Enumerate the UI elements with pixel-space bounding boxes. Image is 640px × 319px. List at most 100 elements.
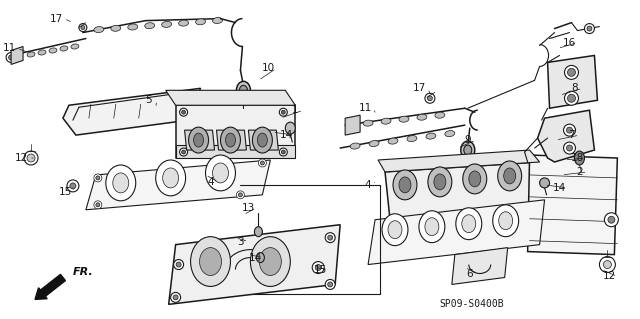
Text: 4: 4 bbox=[207, 177, 214, 187]
Ellipse shape bbox=[49, 48, 57, 53]
Ellipse shape bbox=[282, 110, 285, 114]
Ellipse shape bbox=[260, 161, 264, 165]
Ellipse shape bbox=[504, 168, 516, 184]
Ellipse shape bbox=[435, 112, 445, 118]
Ellipse shape bbox=[566, 145, 573, 151]
Ellipse shape bbox=[428, 167, 452, 197]
Ellipse shape bbox=[173, 295, 178, 300]
Text: 6: 6 bbox=[467, 269, 473, 278]
Ellipse shape bbox=[575, 151, 584, 165]
Ellipse shape bbox=[363, 120, 373, 126]
Ellipse shape bbox=[179, 20, 189, 26]
Ellipse shape bbox=[568, 94, 575, 102]
Ellipse shape bbox=[464, 145, 472, 155]
Ellipse shape bbox=[236, 191, 244, 199]
Ellipse shape bbox=[279, 148, 287, 156]
FancyArrow shape bbox=[35, 274, 65, 300]
Ellipse shape bbox=[239, 193, 243, 197]
Ellipse shape bbox=[173, 260, 184, 270]
Ellipse shape bbox=[608, 216, 615, 223]
Text: 3: 3 bbox=[237, 237, 244, 247]
Ellipse shape bbox=[587, 26, 592, 31]
Ellipse shape bbox=[6, 52, 16, 63]
Ellipse shape bbox=[426, 133, 436, 139]
Polygon shape bbox=[63, 88, 200, 135]
Ellipse shape bbox=[60, 46, 68, 51]
Polygon shape bbox=[538, 110, 595, 162]
Ellipse shape bbox=[428, 96, 433, 101]
Polygon shape bbox=[169, 225, 340, 304]
Ellipse shape bbox=[388, 221, 402, 239]
Ellipse shape bbox=[285, 122, 295, 134]
Ellipse shape bbox=[171, 293, 180, 302]
Ellipse shape bbox=[259, 159, 266, 167]
Ellipse shape bbox=[604, 261, 611, 269]
Ellipse shape bbox=[369, 141, 379, 147]
Ellipse shape bbox=[163, 168, 179, 188]
Ellipse shape bbox=[425, 218, 439, 236]
Ellipse shape bbox=[328, 282, 333, 287]
Ellipse shape bbox=[564, 142, 575, 154]
Text: 2: 2 bbox=[576, 167, 583, 177]
Ellipse shape bbox=[176, 262, 181, 267]
Ellipse shape bbox=[388, 138, 398, 144]
Ellipse shape bbox=[604, 213, 618, 227]
Ellipse shape bbox=[316, 264, 321, 271]
Ellipse shape bbox=[111, 25, 121, 31]
Polygon shape bbox=[175, 105, 295, 158]
Ellipse shape bbox=[498, 161, 522, 191]
Text: 4: 4 bbox=[365, 180, 371, 190]
Ellipse shape bbox=[193, 133, 204, 147]
Ellipse shape bbox=[239, 85, 248, 95]
Ellipse shape bbox=[584, 24, 595, 33]
Ellipse shape bbox=[350, 143, 360, 149]
Ellipse shape bbox=[419, 211, 445, 243]
Text: 17: 17 bbox=[413, 83, 426, 93]
Ellipse shape bbox=[540, 178, 550, 188]
Polygon shape bbox=[527, 155, 618, 255]
Ellipse shape bbox=[417, 114, 427, 120]
Ellipse shape bbox=[407, 136, 417, 142]
Ellipse shape bbox=[67, 180, 79, 192]
Text: 17: 17 bbox=[49, 14, 63, 24]
Text: 7: 7 bbox=[568, 130, 575, 140]
Ellipse shape bbox=[259, 248, 282, 276]
Ellipse shape bbox=[461, 141, 475, 159]
Ellipse shape bbox=[96, 203, 100, 207]
Text: 15: 15 bbox=[60, 187, 72, 197]
Ellipse shape bbox=[182, 150, 186, 154]
Ellipse shape bbox=[393, 170, 417, 200]
Ellipse shape bbox=[312, 262, 324, 273]
Ellipse shape bbox=[96, 176, 100, 180]
Polygon shape bbox=[175, 145, 295, 158]
Ellipse shape bbox=[200, 248, 221, 276]
Ellipse shape bbox=[445, 130, 455, 137]
Text: 12: 12 bbox=[15, 153, 28, 163]
Ellipse shape bbox=[399, 116, 409, 122]
Ellipse shape bbox=[425, 93, 435, 103]
Text: 15: 15 bbox=[314, 264, 327, 275]
Text: 18: 18 bbox=[571, 153, 584, 163]
Text: 13: 13 bbox=[242, 203, 255, 213]
Ellipse shape bbox=[212, 163, 228, 183]
Ellipse shape bbox=[236, 81, 250, 99]
Text: 11: 11 bbox=[358, 103, 372, 113]
Ellipse shape bbox=[225, 133, 236, 147]
Ellipse shape bbox=[328, 235, 333, 240]
Ellipse shape bbox=[162, 21, 172, 27]
Text: 10: 10 bbox=[262, 63, 275, 73]
Ellipse shape bbox=[381, 118, 391, 124]
Ellipse shape bbox=[128, 24, 138, 30]
Polygon shape bbox=[452, 248, 508, 285]
Text: 16: 16 bbox=[563, 38, 576, 48]
Text: 14: 14 bbox=[553, 183, 566, 193]
Ellipse shape bbox=[499, 212, 513, 230]
Ellipse shape bbox=[257, 133, 268, 147]
Ellipse shape bbox=[463, 164, 487, 194]
Polygon shape bbox=[378, 150, 540, 172]
Text: FR.: FR. bbox=[73, 266, 93, 277]
Ellipse shape bbox=[94, 201, 102, 209]
Ellipse shape bbox=[24, 151, 38, 165]
Ellipse shape bbox=[205, 155, 236, 191]
Polygon shape bbox=[368, 200, 545, 264]
